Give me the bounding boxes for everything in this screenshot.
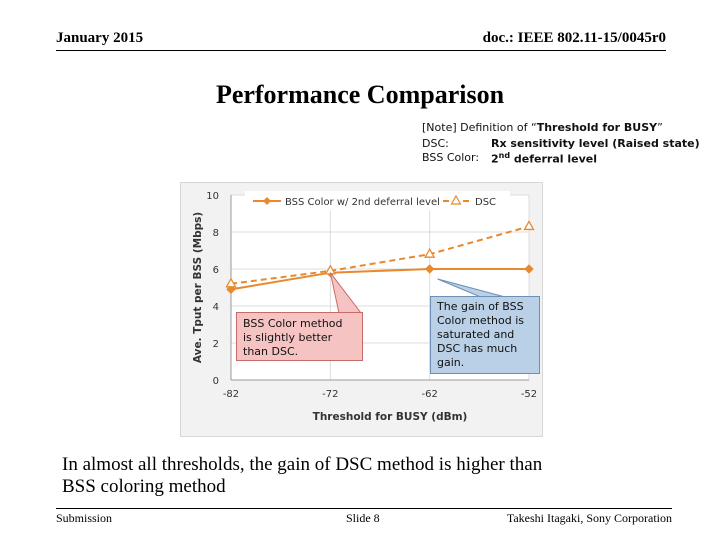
y-tick-label: 4	[213, 302, 219, 313]
series-2-point	[424, 247, 436, 258]
callout-right-line-4: DSC has much	[437, 342, 518, 355]
note-bss: BSS Color: 2nd deferral level	[422, 151, 597, 166]
callout-right-line-5: gain.	[437, 356, 465, 369]
note-dsc-label: DSC:	[422, 137, 449, 150]
note-bss-rest: deferral level	[510, 152, 597, 166]
note-bss-sup: nd	[498, 151, 511, 160]
series-line-1	[230, 268, 529, 291]
x-tick-label: -52	[521, 389, 537, 400]
note-bss-label: BSS Color:	[422, 151, 480, 164]
callout-right-line-3: saturated and	[437, 328, 515, 341]
x-tick-label: -82	[223, 389, 239, 400]
callout-right-line-1: The gain of BSS	[437, 300, 524, 313]
callout-left-line-2: is slightly better	[243, 331, 333, 344]
series-1-point	[524, 264, 534, 274]
legend-marker-2	[450, 194, 462, 205]
legend-marker-1	[263, 197, 271, 205]
conclusion-text: In almost all thresholds, the gain of DS…	[62, 454, 702, 498]
y-tick-label: 10	[206, 191, 219, 202]
y-tick-label: 0	[213, 376, 219, 387]
footer-submission: Submission	[56, 511, 113, 525]
y-tick-label: 8	[213, 228, 219, 239]
series-1-point	[424, 264, 435, 274]
footer-slide-number: Slide 8	[346, 511, 380, 525]
note-dsc-value: Rx sensitivity level (Raised state)	[491, 137, 700, 150]
conclusion-line-2: BSS coloring method	[62, 476, 226, 497]
note-bss-num: 2	[491, 152, 499, 166]
series-2-point	[225, 277, 237, 288]
series-2-point	[523, 220, 535, 231]
header-date: January 2015	[56, 30, 144, 46]
callout-left-box: BSS Color method is slightly better than…	[236, 312, 363, 361]
y-axis-title: Ave. Tput per BSS (Mbps)	[192, 212, 204, 363]
note-prefix: [Note] Definition of “	[422, 121, 537, 134]
note-suffix: ”	[657, 121, 663, 134]
header-divider	[56, 50, 666, 51]
note-bold-term: Threshold for BUSY	[536, 121, 658, 134]
series-line-2	[230, 225, 530, 285]
callout-left-line-3: than DSC.	[243, 345, 299, 358]
header-doc-id: doc.: IEEE 802.11-15/0045r0	[482, 30, 666, 46]
callout-left-line-1: BSS Color method	[243, 317, 343, 330]
callout-right-line-2: Color method is	[437, 314, 524, 327]
footer-divider	[56, 508, 672, 509]
y-tick-label: 6	[213, 265, 219, 276]
note-definition: [Note] Definition of “Threshold for BUSY…	[422, 121, 663, 134]
conclusion-line-1: In almost all thresholds, the gain of DS…	[62, 454, 543, 475]
note-bss-value: 2nd deferral level	[491, 151, 597, 166]
x-tick-label: -72	[322, 389, 338, 400]
legend-label-2: DSC	[475, 197, 496, 208]
slide-title: Performance Comparison	[215, 80, 505, 109]
y-tick-label: 2	[213, 339, 219, 350]
note-dsc: DSC: Rx sensitivity level (Raised state)	[422, 137, 700, 150]
x-tick-label: -62	[421, 389, 437, 400]
x-axis-title: Threshold for BUSY (dBm)	[313, 411, 468, 423]
legend-box	[245, 191, 510, 211]
legend-label-1: BSS Color w/ 2nd deferral level	[285, 197, 440, 208]
footer-author: Takeshi Itagaki, Sony Corporation	[506, 511, 672, 525]
callout-right-box: The gain of BSS Color method is saturate…	[430, 296, 540, 374]
